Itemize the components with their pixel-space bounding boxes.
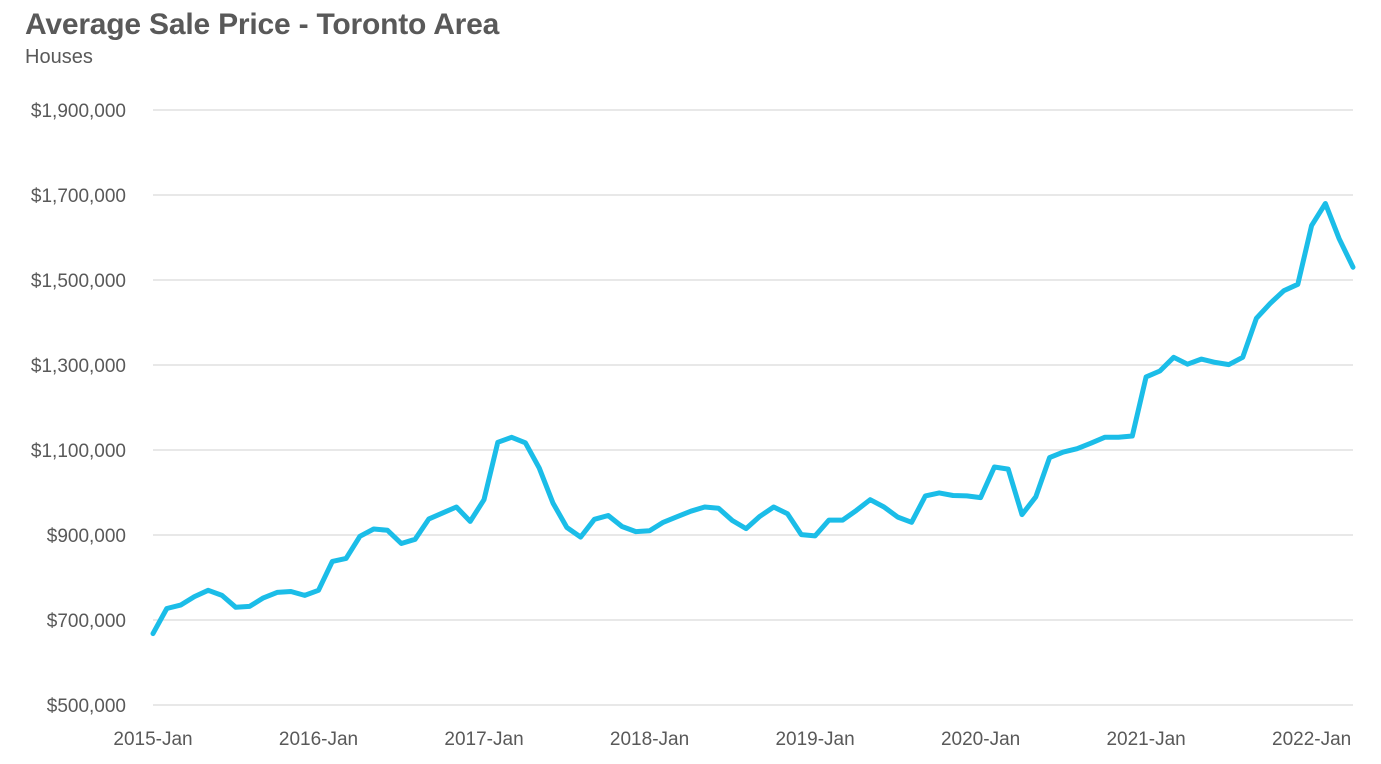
x-axis-ticks: 2015-Jan 2016-Jan 2017-Jan 2018-Jan 2019-Jan… <box>113 729 1351 750</box>
x-tick-label: 2018-Jan <box>610 729 689 750</box>
y-tick-label: $700,000 <box>47 611 126 632</box>
y-tick-label: $1,500,000 <box>31 271 126 292</box>
y-tick-label: $1,700,000 <box>31 186 126 207</box>
x-tick-label: 2017-Jan <box>444 729 523 750</box>
y-tick-label: $1,300,000 <box>31 356 126 377</box>
x-tick-label: 2019-Jan <box>775 729 854 750</box>
x-tick-label: 2020-Jan <box>941 729 1020 750</box>
x-tick-label: 2015-Jan <box>113 729 192 750</box>
chart-title: Average Sale Price - Toronto Area <box>25 8 500 41</box>
y-tick-label: $900,000 <box>47 526 126 547</box>
x-tick-label: 2016-Jan <box>279 729 358 750</box>
series-line <box>150 201 1356 637</box>
y-tick-label: $500,000 <box>47 696 126 717</box>
x-tick-label: 2021-Jan <box>1106 729 1185 750</box>
series-layer <box>150 201 1356 637</box>
x-tick-label: 2022-Jan <box>1272 729 1351 750</box>
y-tick-label: $1,100,000 <box>31 441 126 462</box>
chart-subtitle: Houses <box>25 46 93 68</box>
gridlines <box>153 109 1353 706</box>
y-axis-ticks: $500,000 $700,000 $900,000 $1,100,000 $1,300… <box>31 101 126 717</box>
y-tick-label: $1,900,000 <box>31 101 126 122</box>
